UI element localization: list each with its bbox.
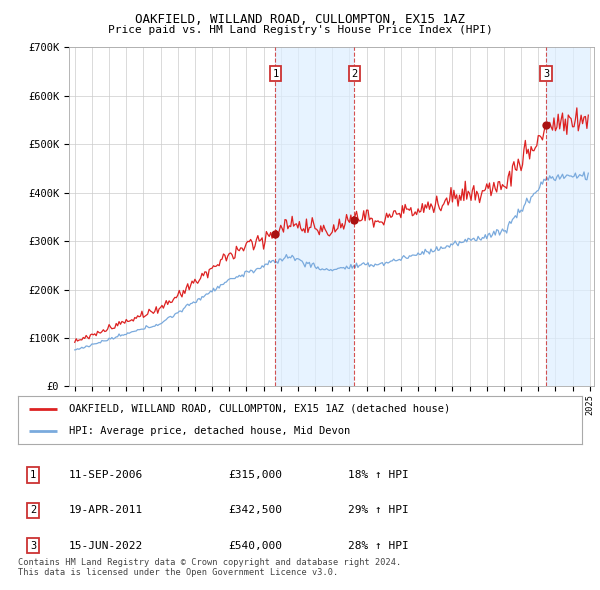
Bar [546, 47, 590, 386]
Text: 3: 3 [543, 69, 549, 79]
Text: 2: 2 [352, 69, 358, 79]
Text: £342,500: £342,500 [228, 506, 282, 515]
Bar [275, 47, 355, 386]
Text: £540,000: £540,000 [228, 541, 282, 550]
Text: 2: 2 [30, 506, 36, 515]
Text: 11-SEP-2006: 11-SEP-2006 [69, 470, 143, 480]
Text: 19-APR-2011: 19-APR-2011 [69, 506, 143, 515]
Text: 29% ↑ HPI: 29% ↑ HPI [348, 506, 409, 515]
Text: £315,000: £315,000 [228, 470, 282, 480]
Text: 1: 1 [272, 69, 278, 79]
Text: 3: 3 [30, 541, 36, 550]
Text: HPI: Average price, detached house, Mid Devon: HPI: Average price, detached house, Mid … [69, 426, 350, 436]
Text: Contains HM Land Registry data © Crown copyright and database right 2024.
This d: Contains HM Land Registry data © Crown c… [18, 558, 401, 577]
Text: 18% ↑ HPI: 18% ↑ HPI [348, 470, 409, 480]
Text: 1: 1 [30, 470, 36, 480]
Text: Price paid vs. HM Land Registry's House Price Index (HPI): Price paid vs. HM Land Registry's House … [107, 25, 493, 35]
Text: 28% ↑ HPI: 28% ↑ HPI [348, 541, 409, 550]
Text: OAKFIELD, WILLAND ROAD, CULLOMPTON, EX15 1AZ (detached house): OAKFIELD, WILLAND ROAD, CULLOMPTON, EX15… [69, 404, 450, 414]
Text: 15-JUN-2022: 15-JUN-2022 [69, 541, 143, 550]
Text: OAKFIELD, WILLAND ROAD, CULLOMPTON, EX15 1AZ: OAKFIELD, WILLAND ROAD, CULLOMPTON, EX15… [135, 13, 465, 26]
